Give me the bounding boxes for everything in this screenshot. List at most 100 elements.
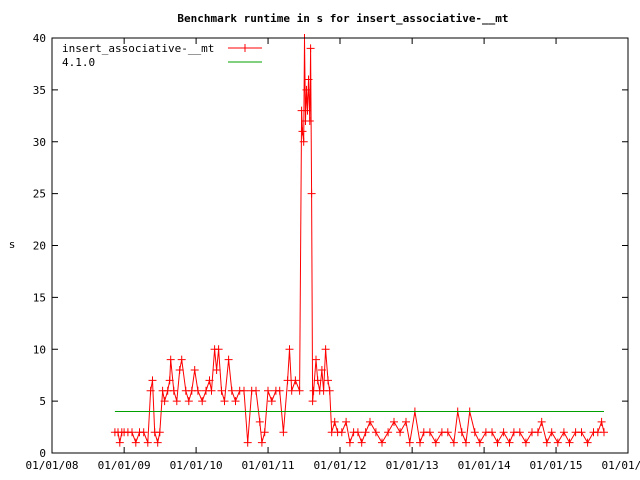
series-1-point — [313, 376, 322, 385]
series-1-point — [207, 386, 216, 395]
series-1-point — [488, 428, 496, 437]
series-1-point — [143, 438, 152, 447]
series-1-point — [139, 428, 148, 437]
series-1-point — [298, 127, 307, 136]
series-1-point — [275, 386, 284, 395]
chart-title: Benchmark runtime in s for insert_associ… — [177, 12, 508, 25]
series-1-point — [337, 428, 346, 437]
series-1-point — [217, 386, 226, 395]
series-1-point — [402, 417, 410, 426]
series-1-point — [565, 438, 574, 447]
x-tick-label: 01/01/16 — [602, 459, 640, 472]
series-1-point — [283, 376, 292, 385]
series-1-point — [505, 438, 514, 447]
y-tick-label: 0 — [39, 447, 46, 460]
series-1-point — [220, 397, 229, 406]
series-1-point — [304, 75, 313, 84]
series-1-point — [153, 438, 162, 447]
series-1-point — [227, 386, 236, 395]
legend-marker-series-1 — [241, 44, 249, 52]
series-1-point — [115, 438, 124, 447]
series-1-point — [240, 386, 248, 395]
series-1-point — [378, 438, 386, 447]
series-1-point — [165, 376, 174, 385]
y-tick-label: 20 — [33, 240, 46, 253]
series-1-point — [198, 397, 207, 406]
series-1-point — [291, 376, 300, 385]
x-tick-label: 01/01/09 — [98, 459, 151, 472]
series-1-point — [325, 386, 334, 395]
series-1-point — [405, 438, 414, 447]
series-1-line — [114, 37, 605, 445]
series-1-point — [475, 438, 484, 447]
series-1-point — [384, 428, 393, 437]
series-1-point — [285, 345, 294, 354]
series-1-point — [547, 428, 556, 437]
series-1-point — [177, 355, 186, 364]
x-tick-label: 01/01/15 — [530, 459, 583, 472]
x-tick-label: 01/01/11 — [242, 459, 295, 472]
y-tick-label: 5 — [39, 395, 46, 408]
x-tick-label: 01/01/13 — [386, 459, 439, 472]
series-1-point — [470, 428, 479, 437]
series-1-point — [317, 366, 326, 374]
series-1-point — [306, 44, 315, 53]
series-1-point — [302, 85, 311, 94]
series-1-point — [231, 397, 240, 406]
series-1-point — [287, 386, 296, 395]
series-1-point — [371, 428, 380, 437]
y-tick-label: 35 — [33, 84, 46, 97]
series-1-point — [443, 428, 452, 437]
series-1-point — [305, 117, 314, 125]
series-1-point — [169, 386, 178, 395]
series-1-point — [255, 417, 264, 426]
series-1-point — [533, 428, 542, 437]
series-1-point — [307, 189, 316, 198]
series-1-point — [493, 438, 502, 447]
x-tick-label: 01/01/12 — [314, 459, 367, 472]
series-1-point — [521, 438, 530, 447]
series-1-point — [146, 386, 155, 395]
series-1-point — [193, 386, 202, 395]
series-1-point — [416, 438, 424, 447]
series-1-point — [260, 428, 269, 437]
series-1-point — [166, 355, 175, 364]
series-layer — [110, 34, 608, 447]
legend-label-series-2: 4.1.0 — [62, 56, 95, 69]
series-1-point — [257, 438, 266, 447]
series-1-point — [160, 397, 169, 406]
series-1-point — [559, 428, 568, 437]
y-tick-label: 15 — [33, 291, 46, 304]
series-1-point — [431, 438, 440, 447]
x-tick-label: 01/01/10 — [170, 459, 223, 472]
series-1-point — [175, 366, 184, 374]
series-1-point — [330, 417, 339, 426]
series-1-point — [396, 428, 405, 437]
series-1-point — [131, 438, 140, 447]
legend: insert_associative-__mt 4.1.0 — [62, 42, 262, 69]
series-1-point — [321, 345, 330, 354]
series-1-point — [128, 428, 136, 437]
series-1-point — [212, 366, 221, 374]
y-axis-label: s — [9, 238, 16, 251]
series-1-point — [366, 417, 374, 426]
series-1-point — [184, 397, 193, 406]
series-1-point — [155, 428, 164, 437]
series-1-point — [205, 376, 214, 385]
series-1-point — [361, 428, 370, 437]
legend-label-series-1: insert_associative-__mt — [62, 42, 214, 55]
axes-layer: 0 5 10 15 20 25 30 35 40 01/01/08 01/01/09 01/01/10… — [26, 32, 640, 472]
series-1-point — [312, 355, 320, 364]
series-1-point — [553, 438, 562, 447]
series-1-point — [324, 376, 332, 385]
series-1-point — [190, 366, 199, 374]
series-1-point — [457, 428, 466, 437]
series-1-point — [148, 376, 157, 385]
series-1-point — [449, 438, 458, 447]
y-tick-label: 40 — [33, 32, 46, 45]
series-1-point — [537, 417, 546, 426]
series-1-point — [345, 438, 354, 447]
series-1-point — [390, 417, 398, 426]
